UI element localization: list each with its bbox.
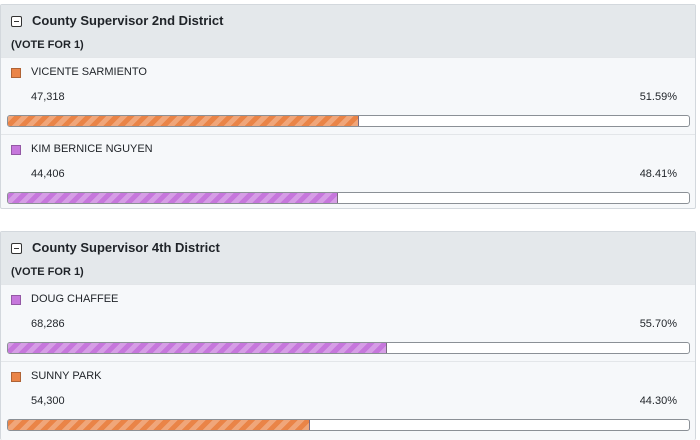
collapse-icon[interactable] <box>11 243 22 254</box>
candidate-name: VICENTE SARMIENTO <box>31 66 147 78</box>
vote-share-fill <box>8 343 388 353</box>
vote-for-label: (VOTE FOR 1) <box>11 266 84 278</box>
candidate-name: SUNNY PARK <box>31 370 102 382</box>
vote-share-fill <box>8 116 360 126</box>
race-header: County Supervisor 4th District (VOTE FOR… <box>1 232 695 284</box>
race-header: County Supervisor 2nd District (VOTE FOR… <box>1 5 695 57</box>
party-color-swatch <box>11 68 21 78</box>
collapse-icon[interactable] <box>11 16 22 27</box>
vote-count: 44,406 <box>31 168 65 180</box>
candidate-name: KIM BERNICE NGUYEN <box>31 143 153 155</box>
race-title: County Supervisor 2nd District <box>32 13 224 28</box>
candidate-row: SUNNY PARK 54,300 44.30% <box>1 361 695 438</box>
race-panel-2nd-district: County Supervisor 2nd District (VOTE FOR… <box>0 4 696 209</box>
vote-for-label: (VOTE FOR 1) <box>11 39 84 51</box>
candidate-name: DOUG CHAFFEE <box>31 293 119 305</box>
vote-share-bar <box>7 192 690 204</box>
vote-count: 68,286 <box>31 318 65 330</box>
vote-percent: 48.41% <box>639 168 677 180</box>
vote-count: 47,318 <box>31 91 65 103</box>
vote-share-bar <box>7 115 690 127</box>
vote-percent: 44.30% <box>639 395 677 407</box>
candidate-row: VICENTE SARMIENTO 47,318 51.59% <box>1 57 695 134</box>
vote-count: 54,300 <box>31 395 65 407</box>
race-panel-4th-district: County Supervisor 4th District (VOTE FOR… <box>0 231 696 440</box>
vote-share-fill <box>8 193 338 203</box>
race-title: County Supervisor 4th District <box>32 240 220 255</box>
vote-percent: 55.70% <box>639 318 677 330</box>
party-color-swatch <box>11 145 21 155</box>
candidate-row: KIM BERNICE NGUYEN 44,406 48.41% <box>1 134 695 211</box>
vote-share-bar <box>7 342 690 354</box>
vote-percent: 51.59% <box>639 91 677 103</box>
vote-share-bar <box>7 419 690 431</box>
vote-share-fill <box>8 420 310 430</box>
party-color-swatch <box>11 295 21 305</box>
party-color-swatch <box>11 372 21 382</box>
candidate-row: DOUG CHAFFEE 68,286 55.70% <box>1 284 695 361</box>
